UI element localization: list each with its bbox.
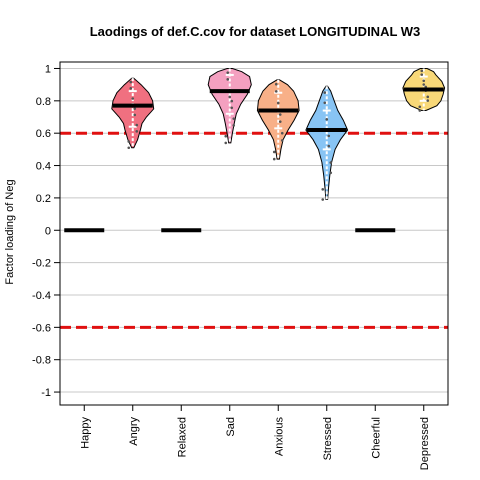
data-point — [321, 188, 325, 191]
y-tick-label: 0.6 — [36, 128, 51, 140]
data-point — [422, 83, 426, 86]
data-point — [226, 78, 230, 81]
x-tick-label: Anxious — [273, 417, 285, 457]
data-point — [228, 95, 232, 99]
data-point — [323, 101, 327, 105]
data-point — [426, 95, 430, 99]
violin-sad — [207, 68, 252, 145]
data-point — [418, 109, 422, 112]
data-point — [274, 90, 278, 93]
chart-title: Laodings of def.C.cov for dataset LONGIT… — [90, 24, 421, 39]
x-tick-label: Happy — [79, 417, 91, 449]
data-point — [272, 150, 276, 154]
data-point — [276, 101, 280, 105]
data-point — [232, 124, 236, 127]
y-axis-label: Factor loading of Neg — [4, 179, 16, 284]
x-tick-label: Relaxed — [176, 417, 188, 457]
data-point — [272, 157, 276, 161]
data-point — [323, 91, 327, 94]
data-point — [127, 146, 131, 150]
x-tick-label: Cheerful — [370, 417, 382, 459]
plot-frame — [59, 61, 449, 406]
data-point — [329, 161, 333, 164]
data-point — [133, 107, 137, 110]
violin-anxious — [256, 79, 300, 161]
y-tick-label: 0.2 — [36, 193, 51, 205]
data-point — [133, 113, 137, 117]
y-tick-label: -0.6 — [32, 322, 51, 334]
data-point — [224, 134, 228, 138]
data-point — [327, 144, 331, 148]
x-tick-label: Sad — [225, 417, 237, 437]
data-point — [422, 79, 426, 83]
plot-area: -1 -0.8 -0.6 -0.4 -0.2 0 0.2 0.4 0.6 0.8 1 Happy Ang… — [32, 61, 449, 470]
data-point — [327, 134, 331, 138]
x-tick-label: Angry — [128, 417, 140, 446]
data-point — [426, 99, 430, 102]
y-tick-label: -0.2 — [32, 258, 51, 270]
x-tick-label: Stressed — [322, 417, 334, 460]
data-point — [274, 82, 278, 86]
violin-shape — [256, 79, 300, 160]
y-tick-label: 0 — [45, 225, 51, 237]
data-point — [129, 80, 133, 84]
violin-angry — [111, 77, 155, 150]
x-tick-label: Depressed — [419, 417, 431, 470]
data-point — [278, 120, 282, 123]
data-point — [329, 171, 333, 175]
data-point — [420, 69, 424, 73]
data-point — [232, 117, 236, 120]
y-tick-label: -0.4 — [32, 290, 51, 302]
data-point — [280, 139, 284, 142]
data-point — [135, 123, 139, 127]
y-tick-label: 0.8 — [36, 96, 51, 108]
violin-shape — [111, 77, 155, 149]
y-tick-label: -1 — [41, 387, 51, 399]
data-point — [131, 97, 135, 100]
data-point — [230, 106, 234, 110]
data-point — [321, 198, 325, 201]
data-point — [280, 131, 284, 135]
violin-stressed — [305, 85, 349, 201]
data-point — [224, 141, 228, 145]
y-tick-label: -0.8 — [32, 355, 51, 367]
data-point — [226, 71, 230, 74]
data-point — [129, 87, 133, 90]
data-point — [418, 105, 422, 109]
y-tick-label: 1 — [45, 63, 51, 75]
violin-depressed — [402, 68, 446, 112]
data-point — [127, 140, 131, 143]
data-point — [278, 113, 282, 116]
data-point — [325, 118, 329, 121]
data-point — [230, 99, 234, 103]
y-tick-label: 0.4 — [36, 161, 51, 173]
data-point — [135, 130, 139, 133]
data-point — [420, 73, 424, 76]
